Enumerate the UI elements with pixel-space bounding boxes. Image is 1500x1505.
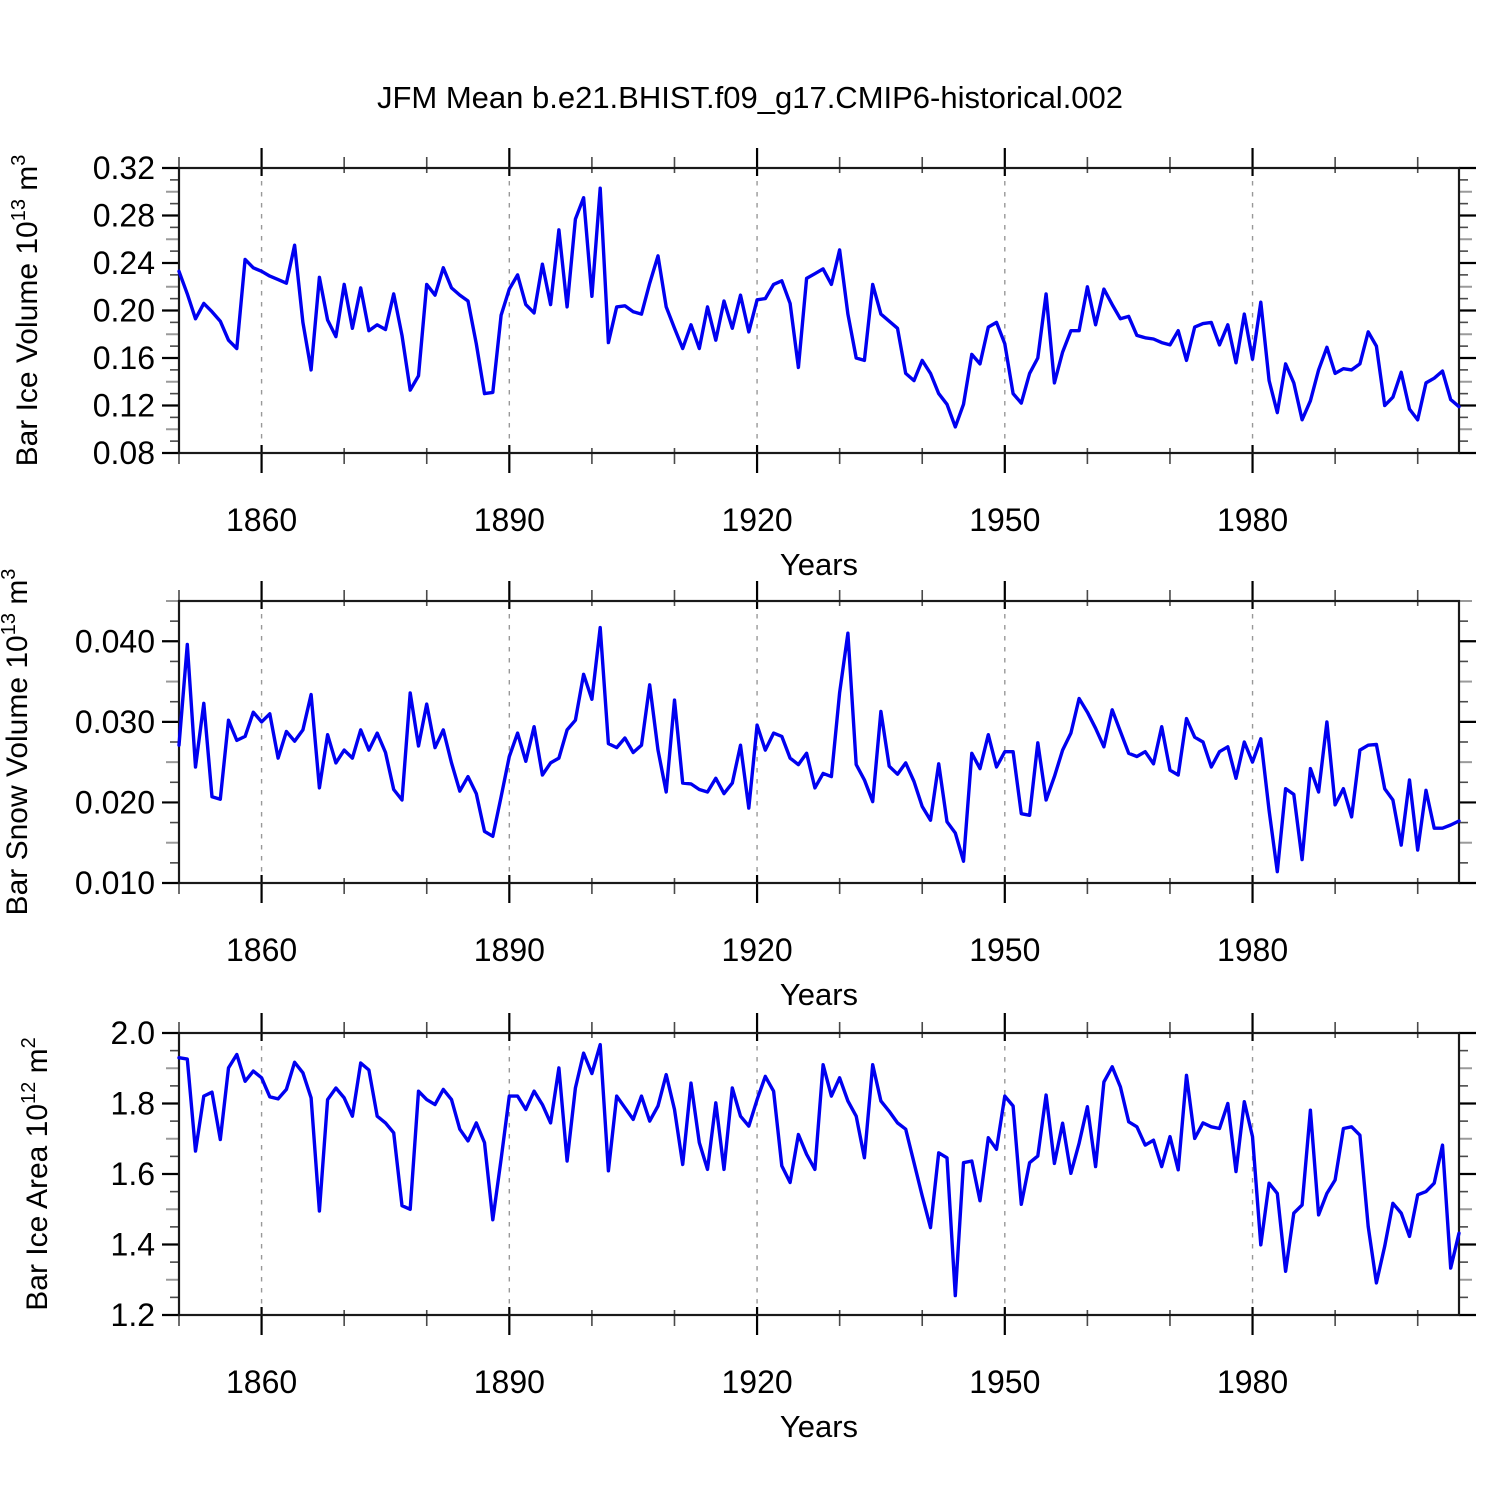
y-axis-title: Bar Ice Volume 1013 m3 [8, 155, 44, 467]
y-tick-label: 0.020 [75, 784, 155, 820]
panel-bar-snow-volume: 0.010 0.020 0.030 0.040 1860 1890 1920 1950 1980… [0, 569, 1476, 1012]
x-tick-label: 1860 [226, 932, 297, 968]
x-tick-label: 1890 [474, 502, 545, 538]
bar-ice-volume-series-line [177, 186, 1461, 429]
y-tick-label: 0.32 [93, 150, 155, 186]
y-tick-label: 0.16 [93, 340, 155, 376]
y-tick-label: 0.030 [75, 704, 155, 740]
y-tick-label: 0.12 [93, 388, 155, 424]
chart-title: JFM Mean b.e21.BHIST.f09_g17.CMIP6-histo… [377, 80, 1123, 115]
x-tick-label: 1920 [721, 1364, 792, 1400]
y-tick-label: 0.08 [93, 435, 155, 471]
x-tick-label: 1950 [969, 1364, 1040, 1400]
x-tick-label: 1920 [721, 932, 792, 968]
bar-ice-area-series-line [177, 1042, 1461, 1298]
y-tick-label: 2.0 [111, 1015, 155, 1051]
x-tick-label: 1980 [1217, 1364, 1288, 1400]
x-tick-label: 1890 [474, 932, 545, 968]
x-tick-label: 1980 [1217, 502, 1288, 538]
x-axis-title: Years [780, 1409, 858, 1444]
panel-bar-ice-area: 1.2 1.4 1.6 1.8 2.0 1860 1890 1920 1950 1980 Years… [18, 1013, 1476, 1444]
y-tick-label: 0.010 [75, 865, 155, 901]
bar-snow-volume-series-line [177, 625, 1461, 874]
y-axis-title: Bar Snow Volume 1013 m3 [0, 569, 34, 916]
y-tick-label: 1.6 [111, 1156, 155, 1192]
y-tick-label: 0.24 [93, 245, 155, 281]
y-tick-label: 1.2 [111, 1297, 155, 1333]
y-axis-title: Bar Ice Area 1012 m2 [18, 1037, 54, 1311]
plot-frame [177, 166, 1461, 455]
y-tick-label: 0.28 [93, 198, 155, 234]
y-tick-label: 1.4 [111, 1227, 155, 1263]
y-tick-label: 0.20 [93, 293, 155, 329]
panel-bar-ice-volume: 0.08 0.12 0.16 0.20 0.24 0.28 0.32 1860 1890 1920… [8, 148, 1476, 582]
x-tick-label: 1860 [226, 1364, 297, 1400]
x-axis-title: Years [780, 977, 858, 1012]
chart-panels: 0.08 0.12 0.16 0.20 0.24 0.28 0.32 1860 1890 1920… [0, 148, 1476, 1444]
plot-frame [177, 1031, 1461, 1317]
x-axis-title: Years [780, 547, 858, 582]
x-tick-label: 1920 [721, 502, 792, 538]
x-tick-label: 1980 [1217, 932, 1288, 968]
y-tick-label: 1.8 [111, 1086, 155, 1122]
x-tick-label: 1950 [969, 502, 1040, 538]
x-tick-label: 1860 [226, 502, 297, 538]
y-tick-label: 0.040 [75, 623, 155, 659]
x-tick-label: 1950 [969, 932, 1040, 968]
x-tick-label: 1890 [474, 1364, 545, 1400]
